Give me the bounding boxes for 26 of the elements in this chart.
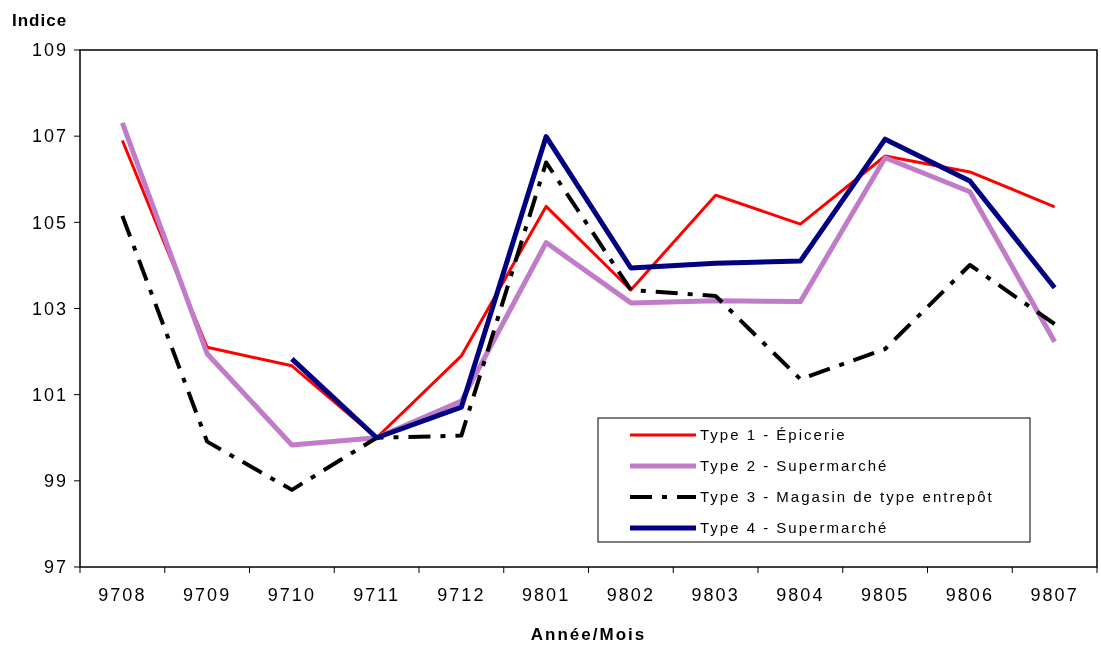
legend-label: Type 4 - Supermarché xyxy=(700,519,889,537)
x-tick-label: 9801 xyxy=(522,585,571,605)
x-tick-label: 9804 xyxy=(776,585,825,605)
legend-label: Type 1 - Épicerie xyxy=(700,426,847,444)
x-tick-label: 9709 xyxy=(183,585,232,605)
y-tick-label: 105 xyxy=(31,212,68,233)
y-tick-label: 99 xyxy=(43,471,68,492)
x-tick-label: 9805 xyxy=(861,585,910,605)
legend-label: Type 3 - Magasin de type entrepôt xyxy=(700,488,994,506)
y-tick-label: 109 xyxy=(31,40,68,61)
legend-label: Type 2 - Supermarché xyxy=(700,457,889,475)
x-tick-label: 9710 xyxy=(267,585,316,605)
y-tick-label: 103 xyxy=(31,298,68,319)
y-tick-label: 107 xyxy=(31,126,68,147)
x-tick-label: 9806 xyxy=(945,585,994,605)
x-axis-title: Année/Mois xyxy=(530,625,647,644)
x-tick-label: 9708 xyxy=(98,585,147,605)
y-tick-label: 97 xyxy=(43,557,68,578)
y-axis-title: Indice xyxy=(12,11,68,30)
y-tick-label: 101 xyxy=(31,384,68,405)
x-tick-label: 9712 xyxy=(437,585,486,605)
x-tick-label: 9807 xyxy=(1030,585,1079,605)
x-tick-label: 9803 xyxy=(691,585,740,605)
x-tick-label: 9802 xyxy=(606,585,655,605)
line-series xyxy=(120,160,1057,492)
x-tick-label: 9711 xyxy=(353,585,400,605)
